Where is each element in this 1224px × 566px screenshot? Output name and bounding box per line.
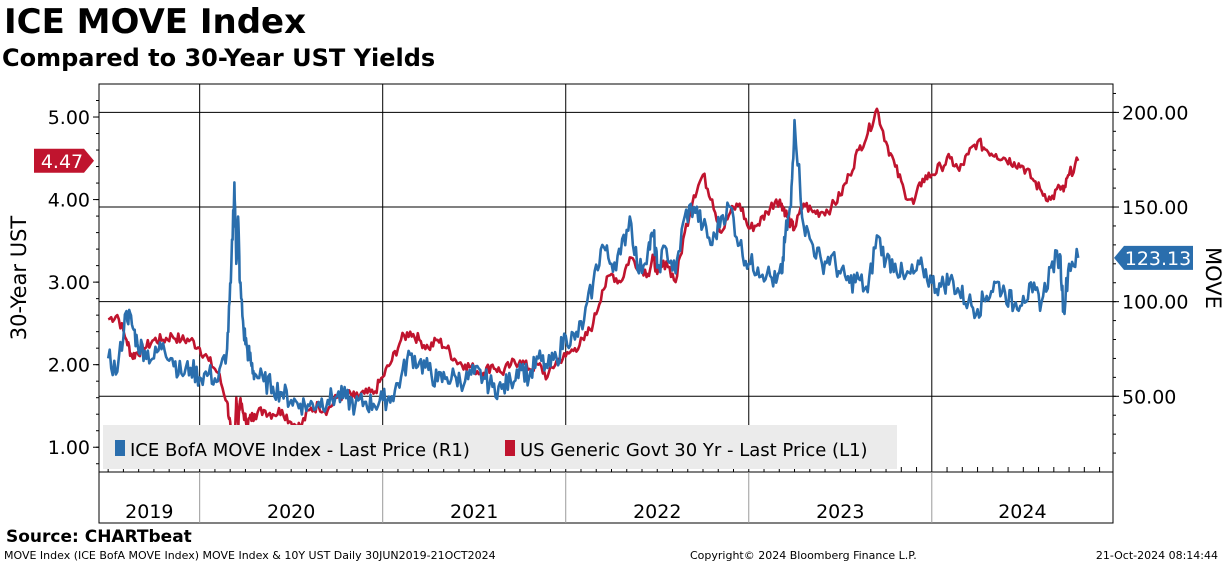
right-tick-label: 100.00 [1122, 292, 1188, 314]
left-axis-title: 30-Year UST [7, 216, 31, 341]
legend-box [103, 425, 897, 469]
footer-timestamp: 21-Oct-2024 08:14:44 [1095, 549, 1218, 562]
right-axis: 50.00 100.00 150.00 200.00 [1113, 92, 1188, 454]
move-last-value-badge [1114, 245, 1193, 270]
ust-30y-line [107, 107, 1080, 445]
x-axis: 2019 2020 2021 2022 2023 2024 [125, 501, 1046, 523]
x-tick-label: 2019 [125, 501, 173, 523]
ust-last-value-label: 4.47 [41, 151, 83, 173]
legend: ICE BofA MOVE Index - Last Price (R1) US… [103, 425, 897, 469]
right-tick-label: 200.00 [1122, 102, 1188, 124]
legend-swatch-ust [505, 440, 515, 456]
legend-label-move: ICE BofA MOVE Index - Last Price (R1) [130, 440, 470, 461]
left-axis: 1.00 2.00 3.00 4.00 5.00 [48, 100, 99, 465]
legend-label-ust: US Generic Govt 30 Yr - Last Price (L1) [520, 440, 868, 461]
right-axis-title: MOVE [1201, 247, 1224, 309]
x-tick-label: 2020 [267, 501, 315, 523]
footer-copyright: Copyright© 2024 Bloomberg Finance L.P. [690, 549, 917, 562]
chart-title: ICE MOVE Index [4, 2, 307, 42]
left-tick-label: 2.00 [48, 355, 90, 377]
left-tick-label: 5.00 [48, 107, 90, 129]
x-tick-label: 2021 [450, 501, 498, 523]
source-note: Source: CHARTbeat [6, 527, 192, 547]
footer-description: MOVE Index (ICE BofA MOVE Index) MOVE In… [4, 549, 496, 562]
last-value-badges: 4.47 123.13 [34, 148, 1193, 270]
x-tick-label: 2022 [633, 501, 681, 523]
x-tick-label: 2024 [998, 501, 1046, 523]
ust-last-value-badge [34, 148, 94, 173]
legend-swatch-move [115, 440, 125, 456]
series-layer [106, 107, 1080, 445]
move-last-value-label: 123.13 [1125, 248, 1191, 270]
left-tick-label: 1.00 [48, 437, 90, 459]
left-tick-label: 3.00 [48, 272, 90, 294]
right-tick-label: 50.00 [1122, 386, 1176, 408]
left-tick-label: 4.00 [48, 190, 90, 212]
move-index-line [106, 118, 1080, 416]
right-tick-label: 150.00 [1122, 197, 1188, 219]
chart-subtitle: Compared to 30-Year UST Yields [2, 44, 436, 72]
grid-lines [99, 84, 1113, 523]
x-tick-label: 2023 [816, 501, 864, 523]
